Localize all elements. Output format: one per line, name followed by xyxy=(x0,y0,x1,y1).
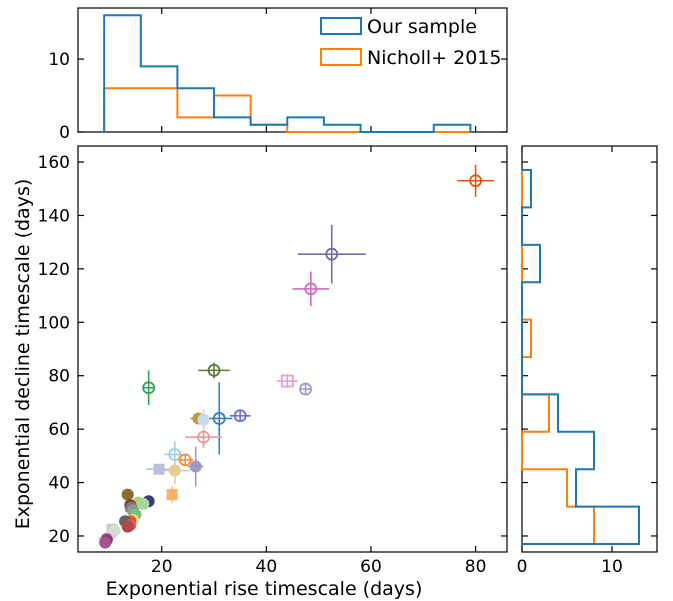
histogram-step xyxy=(521,169,640,545)
data-point xyxy=(121,520,134,533)
data-point xyxy=(137,497,150,510)
data-point xyxy=(153,463,165,475)
histogram-step xyxy=(103,14,472,133)
y-tick-label: 140 xyxy=(38,206,70,226)
x-axis-label: Exponential rise timescale (days) xyxy=(106,578,423,600)
data-point xyxy=(99,536,112,549)
y-tick-label: 160 xyxy=(38,153,70,173)
legend-swatch xyxy=(320,48,362,66)
data-point xyxy=(189,460,202,473)
top-histogram-panel: 0 10 Our sample Nicholl+ 2015 xyxy=(48,7,508,143)
scatter-frame xyxy=(77,145,508,553)
right-hist-frame xyxy=(521,145,658,553)
y-axis-label: Exponential decline timescale (days) xyxy=(12,179,34,530)
legend-label: Nicholl+ 2015 xyxy=(367,47,501,69)
scatter-panel: 20 40 60 80 20 40 60 80 100 120 140 160 xyxy=(38,145,508,577)
right-histogram-panel: 0 10 xyxy=(517,145,658,577)
data-point xyxy=(121,488,134,501)
y-tick-label: 80 xyxy=(48,367,70,387)
data-point xyxy=(197,413,210,426)
y-tick-label: 10 xyxy=(48,50,70,70)
y-tick-label: 0 xyxy=(59,123,70,143)
y-tick-label: 40 xyxy=(48,474,70,494)
legend-swatch xyxy=(320,17,362,35)
x-tick-label: 10 xyxy=(601,557,623,577)
y-tick-label: 20 xyxy=(48,527,70,547)
data-point xyxy=(168,464,181,477)
y-tick-label: 60 xyxy=(48,420,70,440)
histogram-step xyxy=(521,170,595,545)
x-tick-label: 60 xyxy=(360,557,382,577)
legend-label: Our sample xyxy=(367,16,477,38)
legend: Our sample Nicholl+ 2015 xyxy=(320,16,501,69)
x-tick-label: 80 xyxy=(465,557,487,577)
x-tick-label: 40 xyxy=(256,557,278,577)
y-tick-label: 120 xyxy=(38,260,70,280)
y-tick-label: 100 xyxy=(38,313,70,333)
x-tick-label: 20 xyxy=(151,557,173,577)
x-tick-label: 0 xyxy=(517,557,528,577)
data-point xyxy=(166,489,178,501)
